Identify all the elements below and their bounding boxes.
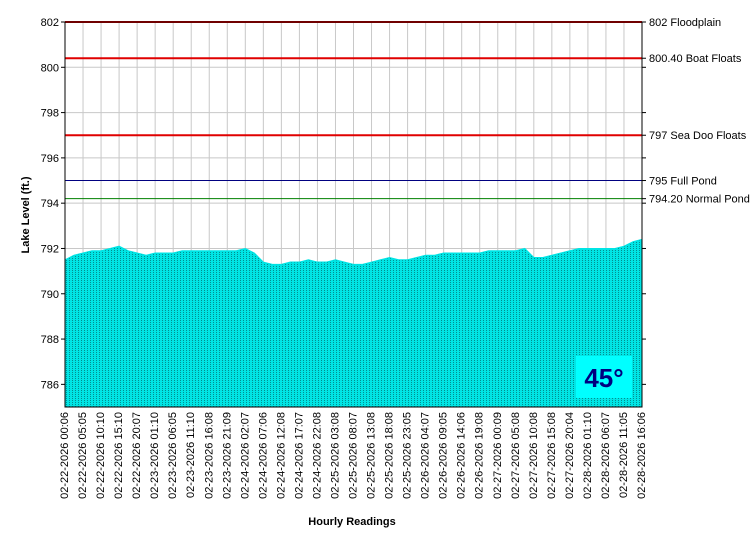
x-tick-label: 02-23-2026 21:09 (221, 412, 233, 499)
x-tick-label: 02-23-2026 16:08 (203, 412, 215, 499)
x-tick-label: 02-25-2026 13:08 (366, 412, 378, 499)
x-tick-label: 02-25-2026 23:05 (402, 412, 414, 499)
x-tick-label: 02-26-2026 14:06 (456, 412, 468, 499)
reference-label: 800.40 Boat Floats (649, 53, 742, 65)
x-tick-label: 02-23-2026 06:05 (167, 412, 179, 499)
badge-box (576, 356, 632, 398)
reference-label: 795 Full Pond (649, 176, 717, 188)
reference-label: 794.20 Normal Pond (649, 194, 750, 206)
x-axis-label: Hourly Readings (308, 516, 395, 528)
x-tick-label: 02-26-2026 04:07 (420, 412, 432, 499)
x-tick-label: 02-27-2026 15:08 (546, 412, 558, 499)
y-axis-label: Lake Level (ft.) (20, 176, 32, 253)
x-tick-label: 02-22-2026 05:05 (77, 412, 89, 499)
area (65, 239, 642, 407)
x-tick-label: 02-24-2026 07:06 (257, 412, 269, 499)
y-tick-label: 788 (41, 334, 59, 346)
reference-label: 797 Sea Doo Floats (649, 130, 747, 142)
y-tick-label: 798 (41, 108, 59, 120)
x-tick-label: 02-22-2026 15:10 (113, 412, 125, 499)
y-tick-label: 790 (41, 289, 59, 301)
y-tick-label: 794 (41, 198, 59, 210)
x-tick-label: 02-27-2026 20:04 (564, 412, 576, 499)
x-tick-label: 02-22-2026 00:06 (59, 412, 71, 499)
badge: 45° (584, 363, 623, 393)
x-tick-label: 02-24-2026 17:07 (293, 412, 305, 499)
x-tick-label: 02-28-2026 06:07 (600, 412, 612, 499)
x-tick-label: 02-27-2026 05:08 (510, 412, 522, 499)
y-tick-label: 792 (41, 243, 59, 255)
x-tick-label: 02-25-2026 08:07 (348, 412, 360, 499)
x-tick-label: 02-23-2026 11:10 (185, 412, 197, 498)
x-tick-label: 02-27-2026 10:08 (528, 412, 540, 499)
x-tick-label: 02-23-2026 01:10 (149, 412, 161, 499)
y-tick-label: 802 (41, 17, 59, 29)
area-edge (64, 238, 643, 265)
reference-label: 802 Floodplain (649, 17, 721, 29)
x-tick-label: 02-24-2026 12:08 (275, 412, 287, 499)
x-tick-label: 02-28-2026 11:05 (618, 412, 630, 498)
y-tick-label: 786 (41, 379, 59, 391)
plot-frame (64, 21, 643, 408)
x-tick-label: 02-24-2026 02:07 (239, 412, 251, 499)
x-tick-label: 02-28-2026 01:10 (582, 412, 594, 499)
x-tick-label: 02-22-2026 20:07 (131, 412, 143, 499)
x-tick-label: 02-28-2026 16:06 (636, 412, 648, 499)
x-tick-label: 02-22-2026 10:10 (95, 412, 107, 499)
x-tick-label: 02-25-2026 03:08 (329, 412, 341, 499)
x-tick-label: 02-26-2026 19:08 (474, 412, 486, 499)
x-tick-label: 02-24-2026 22:08 (311, 412, 323, 499)
y-tick-label: 800 (41, 62, 59, 74)
x-tick-label: 02-27-2026 00:09 (492, 412, 504, 499)
x-tick-label: 02-25-2026 18:08 (384, 412, 396, 499)
y-tick-label: 796 (41, 153, 59, 165)
x-tick-label: 02-26-2026 09:05 (438, 412, 450, 499)
